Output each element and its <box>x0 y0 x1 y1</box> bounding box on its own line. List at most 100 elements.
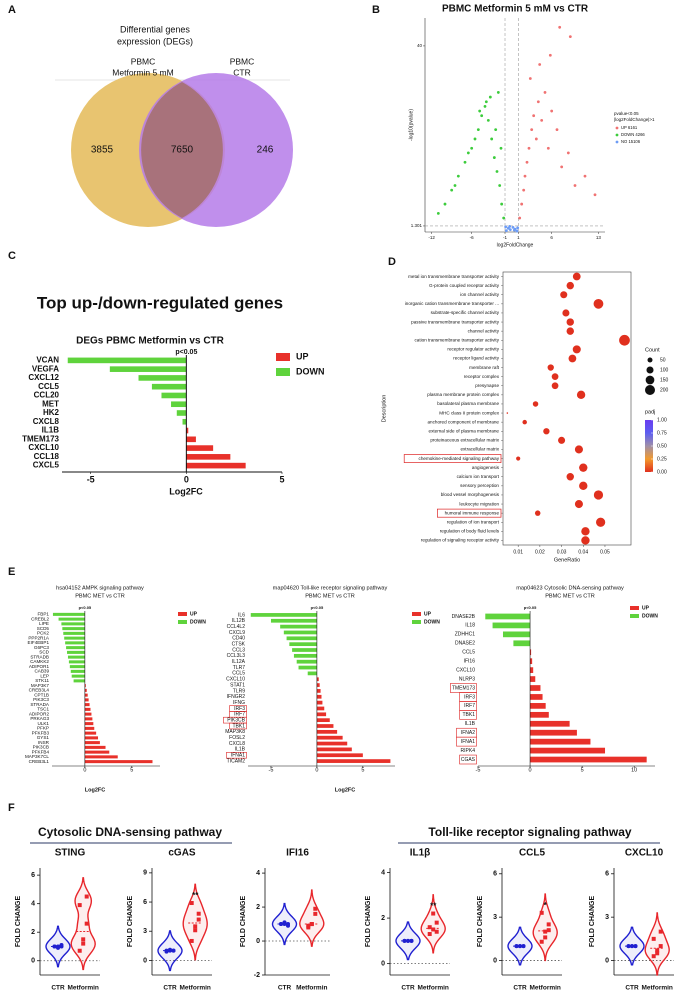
bar <box>84 717 93 721</box>
size-legend-title: Count <box>645 347 660 353</box>
category-label: INSR <box>38 740 50 745</box>
legend-label: DOWN <box>642 613 658 619</box>
point <box>532 114 536 118</box>
bar <box>316 677 319 682</box>
colorbar <box>645 420 653 472</box>
point <box>502 216 506 220</box>
point <box>490 137 494 141</box>
point <box>193 924 198 929</box>
chart-subtitle: PBMC MET vs CTR <box>75 593 125 599</box>
category-label: MAP3K7CL <box>25 754 49 759</box>
category-label: PFKP <box>37 726 49 731</box>
category-label: receptor ligand activity <box>453 356 499 361</box>
point <box>539 910 544 915</box>
dot <box>576 390 586 400</box>
y-tick-label: 0 <box>31 958 35 965</box>
category-label: TBK1 <box>232 723 245 729</box>
x-tick-label: 13 <box>596 235 602 240</box>
legend-swatch <box>615 133 619 137</box>
legend-label: DOWN 4266 <box>621 132 645 137</box>
x-tick-label: 5 <box>581 767 584 773</box>
category-label: IFNA1 <box>231 753 245 759</box>
bar <box>530 747 606 754</box>
category-label: sensory perception <box>460 483 499 488</box>
bar <box>316 759 391 763</box>
point <box>498 184 502 187</box>
venn-set-label: CTR <box>233 67 250 77</box>
point <box>655 951 660 956</box>
point <box>543 935 548 940</box>
bar <box>280 624 317 629</box>
x-axis-label: GeneRatio <box>554 557 580 563</box>
point <box>573 184 577 187</box>
category-label: regulation of ion transport <box>447 519 500 524</box>
category-label: SCD <box>39 650 49 655</box>
category-label: CCL20 <box>34 391 60 400</box>
panel-letter: E <box>8 566 15 578</box>
bar <box>293 653 317 658</box>
dot <box>566 327 574 335</box>
point <box>168 947 172 952</box>
point <box>555 128 559 132</box>
bar <box>64 636 85 640</box>
legend-swatch <box>630 606 639 610</box>
dot <box>593 298 604 309</box>
category-label: SCD5 <box>37 626 50 631</box>
category-label: CCL5 <box>232 671 245 677</box>
bar <box>530 694 543 700</box>
chart-title: DEGs PBMC Metformin vs CTR <box>76 336 225 347</box>
y-axis-label: FOLD CHANGE <box>240 896 247 948</box>
category-label: IRF3 <box>464 694 475 700</box>
point <box>473 137 477 141</box>
category-label: CXCL8 <box>229 741 245 747</box>
bar <box>109 366 187 372</box>
dot <box>596 517 606 527</box>
y-tick-label: 2 <box>31 929 35 936</box>
bar <box>84 760 153 764</box>
colorbar-label: 1.00 <box>657 417 667 423</box>
point <box>456 174 460 178</box>
bar <box>66 646 85 650</box>
point <box>626 944 631 949</box>
category-label: PPP2R1A <box>28 635 50 640</box>
category-label: IFI16 <box>464 659 476 665</box>
point <box>539 939 544 944</box>
category-label: Metformin <box>417 985 448 992</box>
highlight-box <box>437 508 502 518</box>
point <box>286 923 290 928</box>
category-label: CREB3L4 <box>29 688 50 693</box>
category-label: CREBL2 <box>31 616 49 621</box>
point <box>522 188 526 192</box>
legend-swatch <box>276 353 290 361</box>
dot <box>566 281 574 290</box>
bar <box>171 401 187 408</box>
point <box>402 938 407 943</box>
category-label: extracellular matrix <box>460 447 499 452</box>
category-label: blood vessel morphogenesis <box>441 492 500 497</box>
point <box>536 100 540 104</box>
bar <box>316 735 343 740</box>
point <box>546 922 551 927</box>
x-tick-label: 0 <box>184 474 189 484</box>
category-label: DNASE2B <box>452 614 476 620</box>
category-label: humoral immune response <box>445 510 500 515</box>
category-label: HK2 <box>43 408 60 417</box>
category-label: STRADA <box>30 702 50 707</box>
bar <box>138 375 187 381</box>
highlight-box <box>229 722 247 730</box>
panel-letter: B <box>372 4 380 16</box>
category-label: MAP3K8 <box>225 729 245 735</box>
legend-title: pvalue<0.05 <box>614 111 639 116</box>
point <box>514 944 519 949</box>
venn-count: 3855 <box>91 145 114 156</box>
bar <box>63 631 85 635</box>
category-label: IRF7 <box>464 703 475 709</box>
bar <box>316 747 352 752</box>
dot <box>568 354 577 363</box>
bar <box>186 454 231 460</box>
category-label: CXCL9 <box>229 630 245 636</box>
bar <box>316 741 348 746</box>
colorbar-label: 0.50 <box>657 443 667 449</box>
y-tick-label: 40 <box>417 43 423 48</box>
